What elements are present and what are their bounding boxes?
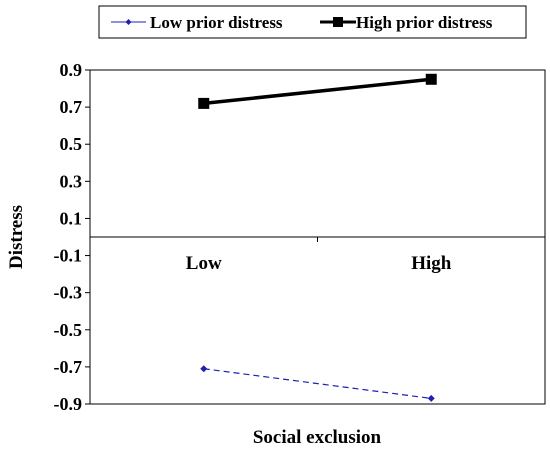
y-tick-label: 0.5 (60, 134, 83, 154)
y-tick-label: -0.1 (54, 246, 83, 266)
legend-marker-high (333, 17, 343, 27)
legend-marker-low (125, 19, 132, 25)
y-tick-label: 0.1 (60, 208, 83, 228)
legend-item-low: Low prior distress (111, 13, 283, 32)
y-tick-label: -0.5 (54, 320, 83, 340)
series-line-0 (203, 368, 432, 400)
data-point-1 (198, 97, 210, 109)
y-tick-label: -0.9 (54, 394, 83, 414)
legend-label-low: Low prior distress (150, 13, 283, 32)
legend: Low prior distress High prior distress (98, 5, 527, 39)
legend-label-high: High prior distress (356, 13, 493, 32)
series-line-1 (203, 77, 432, 106)
series-layer (198, 73, 437, 402)
data-point-0 (200, 365, 208, 373)
x-tick-label: Low (186, 253, 222, 274)
y-tick-label: -0.7 (54, 357, 83, 377)
x-tick-label: High (411, 253, 452, 274)
y-axis-ticks: 0.9 0.7 0.5 0.3 0.1 -0.1 -0.3 -0.5 -0.7 -0.9 (54, 60, 90, 414)
legend-item-high: High prior distress (320, 13, 493, 32)
y-tick-label: -0.3 (54, 283, 83, 303)
y-tick-label: 0.3 (60, 171, 83, 191)
y-tick-label: 0.7 (60, 97, 83, 117)
x-axis-label: Social exclusion (253, 427, 382, 448)
data-point-0 (427, 394, 435, 402)
data-point-1 (425, 73, 437, 85)
y-axis-label: Distress (6, 205, 27, 269)
x-axis-ticks: Low High (89, 237, 546, 274)
legend-box (98, 5, 527, 39)
y-tick-label: 0.9 (60, 60, 83, 80)
